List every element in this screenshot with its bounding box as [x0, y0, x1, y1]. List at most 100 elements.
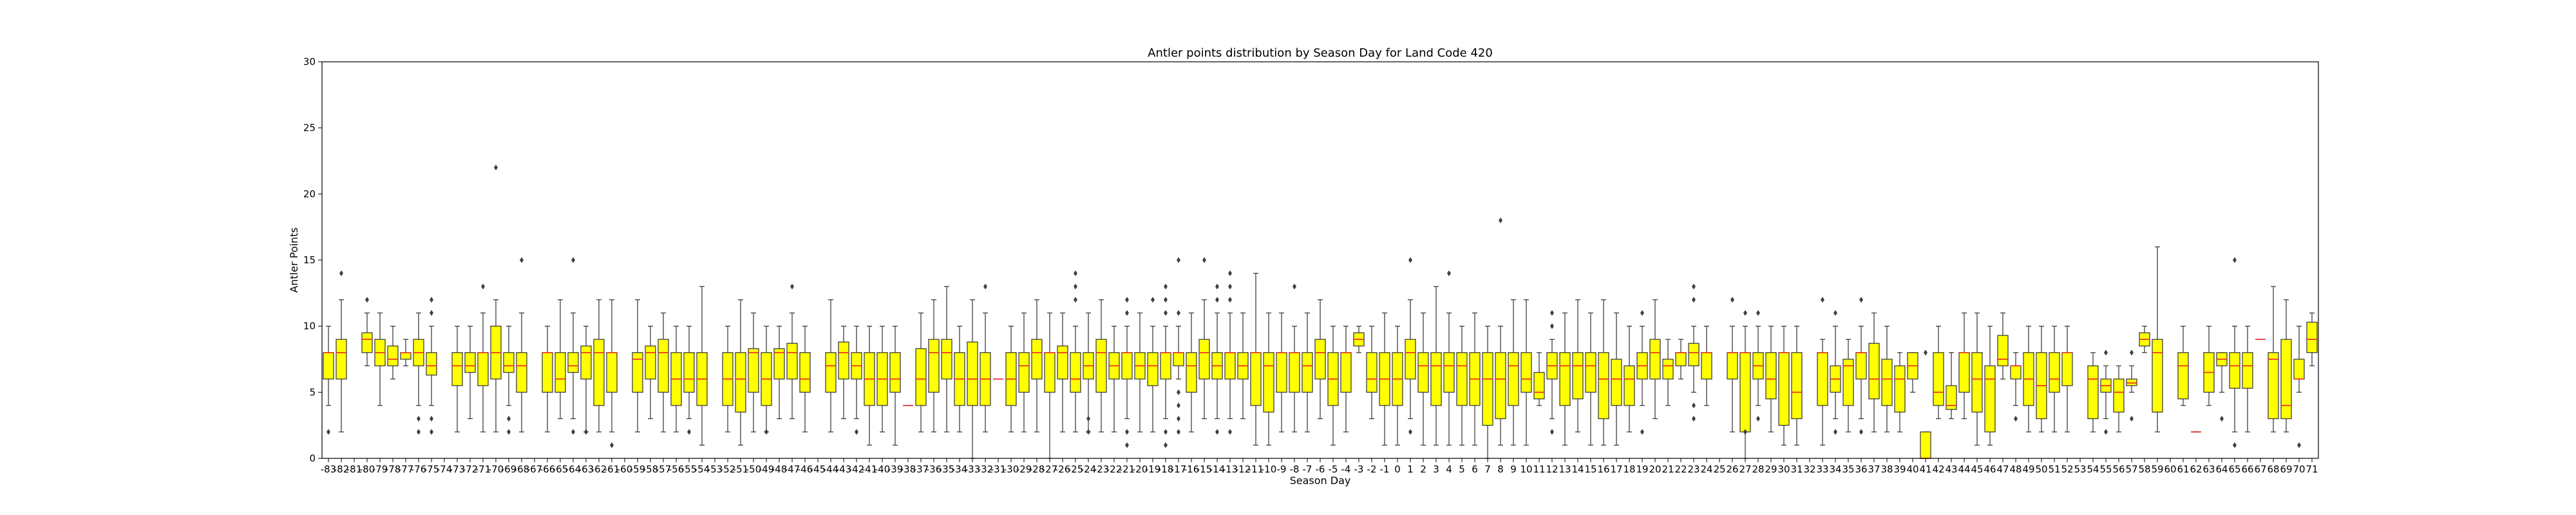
- y-axis: 0 5 10 15 20 25 30: [303, 56, 322, 464]
- outlier-point: [430, 415, 433, 422]
- box-day-54: [2087, 352, 2099, 433]
- box-day--16: [1186, 312, 1197, 433]
- x-tick-label: 55: [2099, 464, 2112, 475]
- box-day-63: [2203, 326, 2215, 406]
- y-tick-label: 20: [303, 188, 316, 200]
- box-day-56: [2113, 365, 2125, 433]
- x-tick-label: 16: [1597, 464, 1609, 475]
- x-tick-label: 27: [1739, 464, 1751, 475]
- x-tick-label: 40: [1906, 464, 1918, 475]
- box-day--35: [941, 286, 952, 433]
- box-body: [786, 342, 798, 380]
- box-body: [1933, 352, 1944, 406]
- box-body: [1688, 342, 1700, 366]
- box-day--12: [1237, 312, 1249, 420]
- x-tick-label: 31: [1790, 464, 1803, 475]
- box-day-59: [2152, 246, 2163, 433]
- x-tick-label: 3: [1433, 464, 1439, 475]
- x-tick-label: 12: [1546, 464, 1558, 475]
- x-tick-label: 9: [1510, 464, 1517, 475]
- box-day--30: [1005, 326, 1017, 433]
- outlier-point: [1756, 415, 1760, 422]
- box-body: [889, 352, 901, 393]
- x-tick-label: 61: [2177, 464, 2189, 475]
- x-tick-label: -78: [385, 464, 401, 475]
- outlier-point: [1125, 297, 1129, 303]
- box-body: [361, 332, 373, 353]
- box-body: [1624, 365, 1635, 406]
- box-day-11: [1533, 352, 1545, 406]
- box-day-21: [1662, 339, 1674, 406]
- box-body: [1198, 339, 1210, 380]
- box-day--48: [773, 326, 785, 420]
- x-tick-label: -14: [1209, 464, 1226, 475]
- x-tick-label: -4: [1341, 464, 1351, 475]
- x-tick-label: -3: [1354, 464, 1364, 475]
- outlier-point: [2014, 415, 2018, 422]
- box-day--4: [1340, 326, 1352, 433]
- box-day--6: [1314, 299, 1326, 420]
- box-day-37: [1868, 312, 1880, 433]
- box-body: [1727, 352, 1738, 380]
- outlier-point: [2233, 257, 2237, 263]
- box-day--50: [748, 312, 759, 433]
- box-body: [1533, 371, 1545, 400]
- x-tick-label: 19: [1636, 464, 1648, 475]
- box-body: [606, 352, 618, 393]
- box-body: [1649, 339, 1661, 380]
- box-day-48: [2010, 352, 2022, 422]
- x-tick-label: -25: [1068, 464, 1084, 475]
- box-day-15: [1585, 312, 1596, 446]
- box-day--28: [1031, 299, 1043, 433]
- x-tick-label: -80: [359, 464, 375, 475]
- box-day--19: [1147, 297, 1159, 433]
- x-tick-label: -69: [501, 464, 517, 475]
- x-tick-label: -8: [1290, 464, 1300, 475]
- x-tick-label: 42: [1932, 464, 1944, 475]
- x-tick-label: -74: [437, 464, 453, 475]
- x-tick-label: 33: [1816, 464, 1828, 475]
- outlier-point: [1550, 323, 1554, 330]
- x-tick-label: 22: [1674, 464, 1687, 475]
- x-tick-label: 48: [2009, 464, 2022, 475]
- box-body: [1031, 339, 1043, 380]
- box-body: [1495, 352, 1506, 420]
- x-tick-label: 51: [2048, 464, 2060, 475]
- box-body: [593, 339, 605, 406]
- x-tick-label: -6: [1316, 464, 1325, 475]
- box-body: [2113, 379, 2125, 413]
- box-day-12: [1546, 310, 1558, 435]
- box-body: [645, 345, 656, 380]
- x-tick-label: 65: [2228, 464, 2240, 475]
- x-tick-label: -47: [784, 464, 800, 475]
- x-tick-label: -44: [823, 464, 839, 475]
- box-day--71: [477, 283, 489, 433]
- box-day-46: [1984, 326, 1996, 446]
- box-day--32: [980, 283, 991, 433]
- outlier-point: [1408, 257, 1412, 263]
- outlier-point: [1833, 310, 1837, 316]
- x-tick-label: -51: [733, 464, 749, 475]
- box-day-58: [2139, 326, 2150, 353]
- box-day-52: [2061, 326, 2073, 433]
- x-tick-label: -71: [475, 464, 491, 475]
- box-day-31: [1791, 326, 1803, 446]
- box-day-35: [1842, 339, 1854, 433]
- box-day-26: [1727, 297, 1738, 433]
- x-tick-label: -12: [1235, 464, 1251, 475]
- box-day-64: [2216, 352, 2228, 422]
- x-tick-label: 8: [1497, 464, 1504, 475]
- outlier-point: [1692, 415, 1696, 422]
- box-day--34: [954, 326, 965, 433]
- box-body: [1572, 352, 1584, 400]
- box-day--83: [323, 326, 334, 435]
- x-tick-label: 43: [1945, 464, 1957, 475]
- outlier-point: [1164, 442, 1168, 448]
- outlier-point: [327, 429, 330, 435]
- x-tick-label: -19: [1145, 464, 1161, 475]
- x-tick-label: 59: [2151, 464, 2163, 475]
- box-body: [2177, 352, 2189, 400]
- box-day--59: [632, 299, 643, 433]
- outlier-point: [571, 257, 575, 263]
- box-day--15: [1198, 257, 1210, 420]
